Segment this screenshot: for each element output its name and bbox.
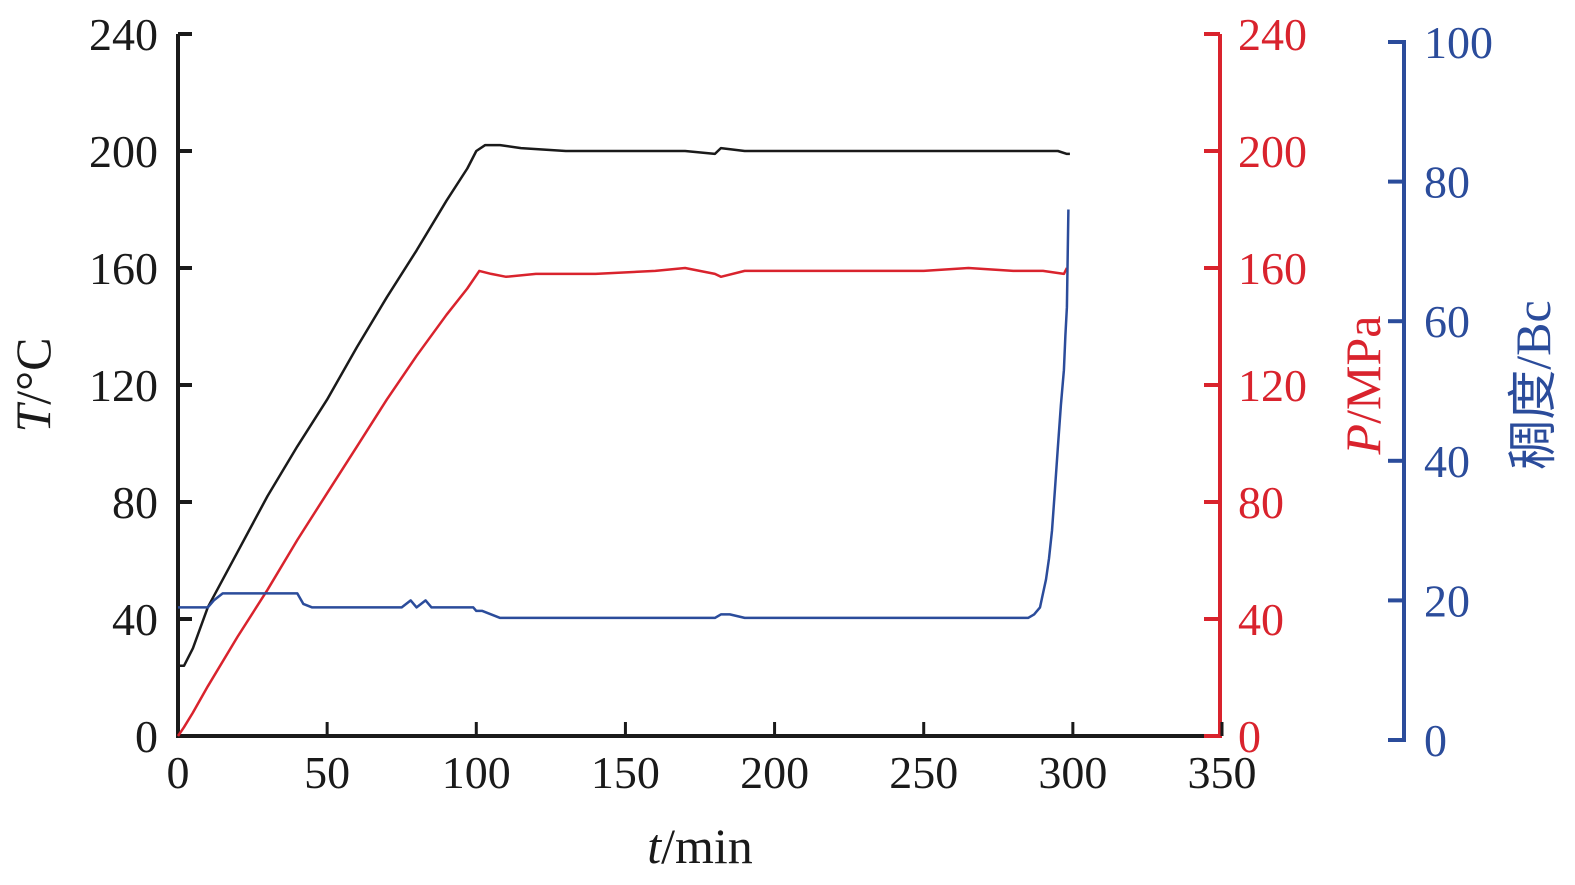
x-tick-label-4: 200 xyxy=(740,747,809,798)
p-axis-tick-label-6: 240 xyxy=(1238,9,1307,60)
series-layer xyxy=(176,143,1070,737)
p-axis-tick-label-2: 80 xyxy=(1238,477,1284,528)
temperature-axis-title-unit: /°C xyxy=(5,337,61,404)
temperature-axis-title: T/°C xyxy=(5,337,61,432)
c-axis-tick-label-2: 40 xyxy=(1424,436,1470,487)
x-tick-label-3: 150 xyxy=(591,747,660,798)
series-line-p xyxy=(176,266,1069,737)
c-axis-tick-label-5: 100 xyxy=(1424,17,1493,68)
x-tick-label-7: 350 xyxy=(1188,747,1257,798)
x-axis-title-unit: /min xyxy=(661,818,753,874)
temperature-axis-title-var: T xyxy=(5,402,61,433)
series-line-c xyxy=(178,209,1070,620)
pressure-axis-title-unit: /MPa xyxy=(1335,316,1391,424)
c-axis-tick-label-4: 80 xyxy=(1424,157,1470,208)
p-axis-tick-label-3: 120 xyxy=(1238,360,1307,411)
t-axis-tick-label-3: 120 xyxy=(89,360,158,411)
consistency-axis-title: 稠度/Bc xyxy=(1505,300,1561,469)
ticks-layer: 0 50 100 150 200 250 300 3500408012016020024004… xyxy=(89,9,1493,798)
c-axis-tick-label-0: 0 xyxy=(1424,715,1447,766)
t-axis-tick-label-6: 240 xyxy=(89,9,158,60)
t-axis-tick-label-5: 200 xyxy=(89,126,158,177)
pressure-axis-title-var: P xyxy=(1335,424,1391,456)
t-axis-tick-label-4: 160 xyxy=(89,243,158,294)
x-tick-label-0: 0 xyxy=(167,747,190,798)
pressure-axis-title: P/MPa xyxy=(1335,316,1391,456)
x-axis-title-var: t xyxy=(647,818,662,874)
x-axis-title: t/min xyxy=(647,818,753,874)
p-axis-tick-label-1: 40 xyxy=(1238,594,1284,645)
p-axis-tick-label-5: 200 xyxy=(1238,126,1307,177)
series-line-t xyxy=(178,143,1070,668)
c-axis-tick-label-3: 60 xyxy=(1424,296,1470,347)
p-axis-tick-label-0: 0 xyxy=(1238,711,1261,762)
t-axis-tick-label-0: 0 xyxy=(135,711,158,762)
p-axis-tick-label-4: 160 xyxy=(1238,243,1307,294)
x-tick-label-6: 300 xyxy=(1038,747,1107,798)
t-axis-tick-label-2: 80 xyxy=(112,477,158,528)
c-axis-tick-label-1: 20 xyxy=(1424,575,1470,626)
x-tick-label-2: 100 xyxy=(442,747,511,798)
t-axis-tick-label-1: 40 xyxy=(112,594,158,645)
x-tick-label-5: 250 xyxy=(889,747,958,798)
plot-area xyxy=(176,34,1406,742)
consistency-axis-title-unit: /Bc xyxy=(1505,300,1561,369)
x-tick-label-1: 50 xyxy=(304,747,350,798)
consistency-axis-title-var: 稠度 xyxy=(1505,370,1561,470)
